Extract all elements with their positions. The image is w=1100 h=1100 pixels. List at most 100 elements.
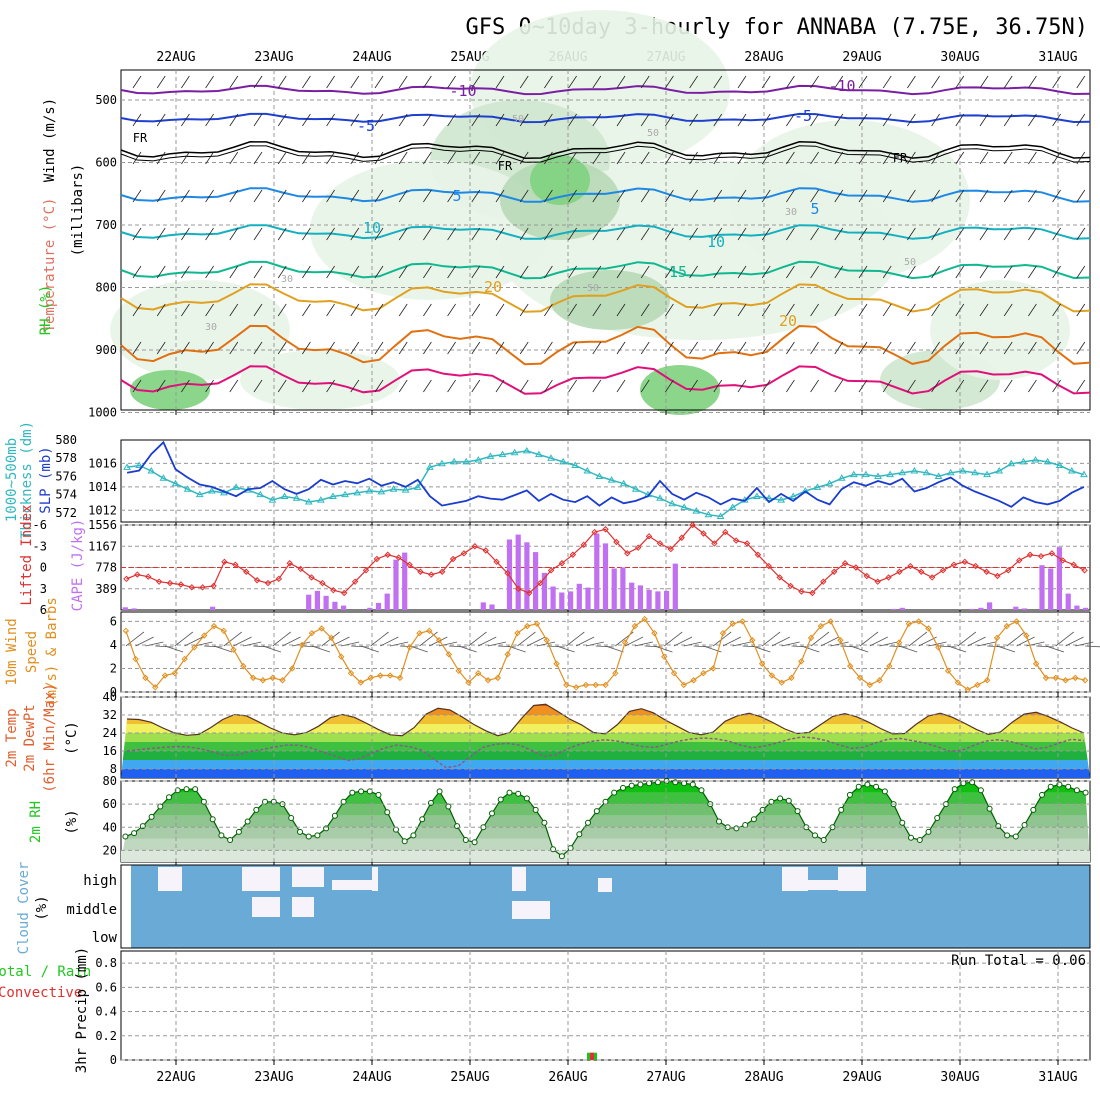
cape-bar — [506, 539, 513, 610]
wind-speed-point — [729, 620, 736, 627]
wind-barb — [519, 341, 529, 355]
wind-speed-point — [1042, 674, 1050, 682]
cape-tick-label: 389 — [95, 582, 117, 596]
wind-barb — [181, 227, 190, 241]
thickness-point — [280, 492, 289, 499]
wind-barb — [640, 113, 650, 127]
wind-barb — [326, 189, 335, 203]
wind-barb — [374, 113, 384, 127]
cloud-gap — [782, 867, 808, 891]
contour-freezing — [120, 141, 1091, 159]
rh-point — [384, 809, 391, 816]
cape-bar — [1056, 547, 1062, 610]
wind-barb — [640, 341, 650, 355]
wind-speed-point — [475, 669, 482, 677]
wind-barb — [181, 75, 190, 89]
thickness-point — [474, 456, 483, 463]
lifted-point — [536, 579, 544, 587]
rh-point — [646, 780, 653, 787]
wind-speed-point — [846, 662, 854, 670]
wind-speed-point — [533, 620, 541, 627]
lifted-point — [885, 574, 892, 581]
cape-bar — [629, 582, 635, 610]
thickness-point — [159, 474, 168, 481]
lifted-point — [471, 543, 479, 550]
rh-point — [1082, 789, 1089, 796]
thickness-point — [559, 457, 567, 465]
lifted-point — [852, 564, 860, 571]
wind-barb — [223, 631, 243, 647]
lifted-point — [482, 547, 489, 554]
lifted-point — [308, 574, 315, 581]
wind-barb — [350, 341, 360, 355]
wind-barb — [834, 265, 844, 279]
rh-point — [427, 800, 434, 806]
rh-point — [602, 798, 609, 805]
rh-point — [672, 779, 679, 786]
wind-barb — [419, 631, 438, 647]
wind-barb — [689, 265, 698, 279]
cloud-gap — [512, 867, 526, 891]
date-label-bottom: 27AUG — [646, 1070, 685, 1085]
thickness-point — [425, 463, 434, 470]
lifted-point — [1059, 557, 1066, 564]
wind-barb — [350, 645, 370, 648]
wind-barb — [205, 341, 214, 355]
rh-point — [262, 798, 268, 805]
rh-point — [200, 798, 207, 805]
rh-point — [1012, 833, 1019, 840]
wind-barb — [1076, 379, 1086, 393]
wind-barb — [568, 379, 577, 393]
wind-barb — [737, 151, 747, 165]
thickness-point — [498, 450, 507, 458]
wind-barb — [1028, 151, 1037, 165]
wind-barb — [423, 341, 432, 355]
wind-barb — [495, 75, 505, 89]
thickness-tick-label: 578 — [55, 451, 77, 465]
wind-barb — [595, 645, 614, 648]
wind-barb — [184, 636, 203, 647]
wind-barb — [882, 151, 892, 165]
wind-speed-point — [445, 651, 453, 658]
rh-point — [445, 803, 452, 810]
wind-barb — [1003, 303, 1013, 317]
wind-speed-point — [719, 629, 727, 637]
wind-speed-point — [778, 679, 785, 686]
wind-barb — [689, 113, 698, 127]
wind-barb — [771, 636, 791, 647]
cape-bar — [1039, 565, 1045, 610]
wind-barb — [931, 151, 940, 165]
wind-barb — [527, 636, 546, 647]
wind-barb — [761, 303, 771, 317]
wind-barb — [786, 151, 795, 165]
wind-barb — [1003, 151, 1013, 165]
panel-upper-air: 500 600 700 800 900 1000 -10 -10 -5 -5 FR FR FR 5 5 10 1… — [38, 10, 1091, 420]
thickness-point — [353, 488, 362, 496]
wind-barb — [181, 189, 190, 203]
wind-barb — [398, 341, 408, 355]
wind-barb — [882, 113, 892, 127]
wind-speed-point — [406, 644, 413, 651]
cape-bar — [672, 563, 678, 610]
thickness-point — [183, 485, 192, 492]
wind-barb — [374, 265, 384, 279]
wind-barb — [665, 189, 674, 203]
lifted-point — [199, 584, 206, 591]
wind-tick-label: 6 — [110, 614, 117, 628]
wind-barb — [761, 113, 771, 127]
wind-barb — [810, 303, 819, 317]
thickness-point — [1019, 457, 1028, 465]
wind-barb — [1045, 645, 1065, 653]
rh-point — [1030, 806, 1037, 813]
contour-freezing-2 — [120, 145, 1091, 163]
wind-barb — [132, 189, 142, 203]
wind-speed-point — [1052, 674, 1059, 682]
wind-barb — [859, 631, 879, 647]
lifted-point — [286, 560, 293, 567]
rh-point — [349, 789, 356, 796]
wind-speed-point — [876, 677, 883, 684]
wind-barb — [907, 341, 916, 355]
lifted-point — [656, 540, 664, 547]
thickness-point — [922, 468, 931, 476]
wind-barb — [713, 113, 723, 127]
